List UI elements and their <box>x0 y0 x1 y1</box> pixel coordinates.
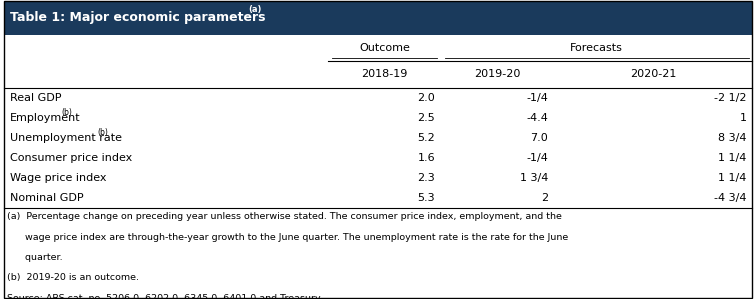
Text: 1: 1 <box>740 113 746 123</box>
Text: -1/4: -1/4 <box>526 153 548 163</box>
Text: 8 3/4: 8 3/4 <box>718 133 746 143</box>
Text: 1.6: 1.6 <box>418 153 435 163</box>
Text: 2020-21: 2020-21 <box>630 69 676 80</box>
Text: (a)  Percentage change on preceding year unless otherwise stated. The consumer p: (a) Percentage change on preceding year … <box>7 212 562 221</box>
Text: 2.5: 2.5 <box>417 113 435 123</box>
Text: Source: ABS cat. no. 5206.0, 6202.0, 6345.0, 6401.0 and Treasury.: Source: ABS cat. no. 5206.0, 6202.0, 634… <box>7 294 322 299</box>
Text: Table 1: Major economic parameters: Table 1: Major economic parameters <box>10 11 265 24</box>
Text: Outcome: Outcome <box>359 43 410 53</box>
Text: -2 1/2: -2 1/2 <box>714 93 746 103</box>
Text: 2.3: 2.3 <box>417 173 435 183</box>
Text: 1 1/4: 1 1/4 <box>718 153 746 163</box>
Text: 5.3: 5.3 <box>418 193 435 203</box>
Text: 2019-20: 2019-20 <box>474 69 521 80</box>
Text: -4 3/4: -4 3/4 <box>714 193 746 203</box>
Text: Real GDP: Real GDP <box>10 93 61 103</box>
Text: -1/4: -1/4 <box>526 93 548 103</box>
Text: 1 1/4: 1 1/4 <box>718 173 746 183</box>
Text: (b): (b) <box>97 128 109 137</box>
FancyBboxPatch shape <box>4 1 752 35</box>
Text: 2018-19: 2018-19 <box>361 69 408 80</box>
Text: Nominal GDP: Nominal GDP <box>10 193 84 203</box>
Text: Employment: Employment <box>10 113 81 123</box>
Text: wage price index are through-the-year growth to the June quarter. The unemployme: wage price index are through-the-year gr… <box>7 233 568 242</box>
Text: 2: 2 <box>541 193 548 203</box>
Text: 7.0: 7.0 <box>530 133 548 143</box>
Text: 5.2: 5.2 <box>417 133 435 143</box>
Text: quarter.: quarter. <box>7 253 63 262</box>
Text: -4.4: -4.4 <box>526 113 548 123</box>
Text: Unemployment rate: Unemployment rate <box>10 133 122 143</box>
Text: (a): (a) <box>248 5 262 14</box>
Text: Forecasts: Forecasts <box>570 43 624 53</box>
Text: Consumer price index: Consumer price index <box>10 153 132 163</box>
Text: 1 3/4: 1 3/4 <box>520 173 548 183</box>
Text: Wage price index: Wage price index <box>10 173 106 183</box>
Text: (b): (b) <box>62 108 72 117</box>
Text: 2.0: 2.0 <box>417 93 435 103</box>
Text: (b)  2019-20 is an outcome.: (b) 2019-20 is an outcome. <box>7 273 139 282</box>
